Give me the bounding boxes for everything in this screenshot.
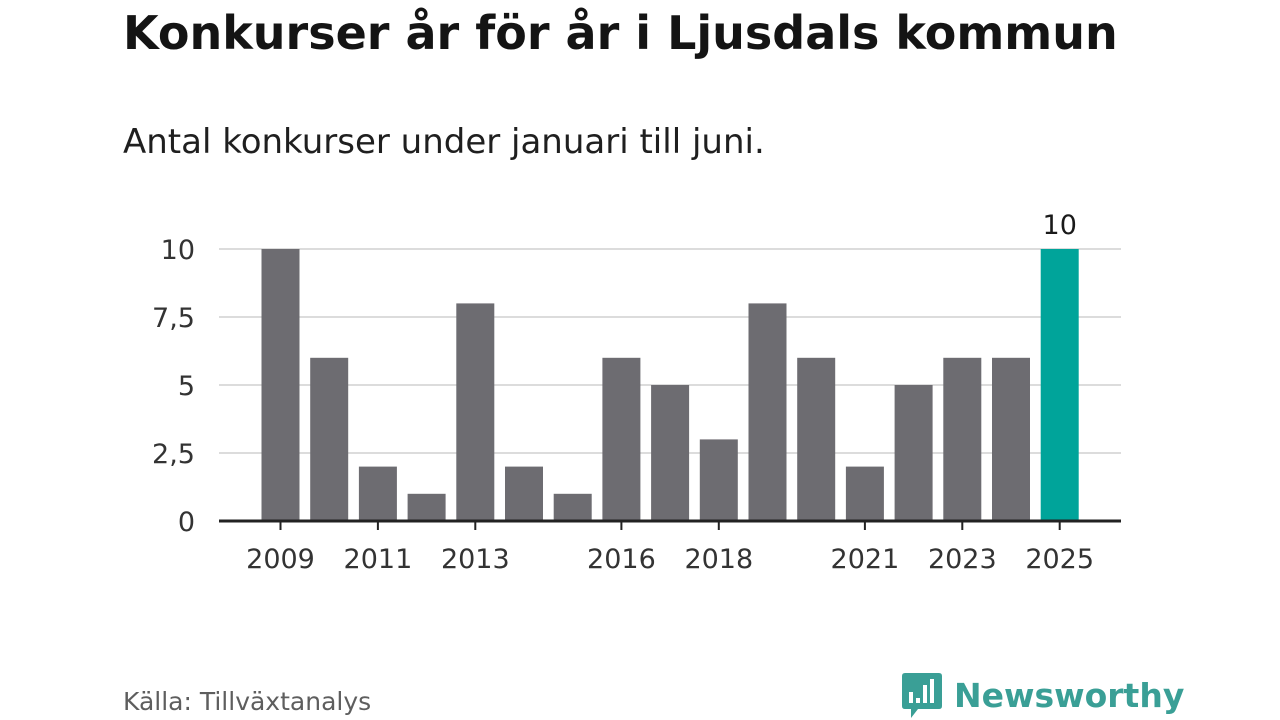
x-tick-label: 2013	[441, 544, 510, 575]
bar-2016	[602, 357, 641, 521]
y-tick-label: 2,5	[152, 439, 195, 470]
bar-2013	[456, 303, 495, 521]
y-tick-label: 5	[178, 371, 195, 402]
bar-chart: 02,557,510 2009 2011 2013 2016 2018 2021 2023 2…	[152, 210, 1121, 575]
bar-2012	[407, 493, 446, 521]
chart-title: Konkurser år för år i Ljusdals kommun	[123, 6, 1118, 60]
bars	[261, 249, 1079, 521]
bar-2024	[992, 357, 1030, 521]
bar-2018	[699, 439, 738, 521]
y-tick-label: 0	[178, 507, 195, 538]
x-axis	[219, 519, 1121, 530]
x-tick-label: 2011	[344, 544, 413, 575]
bar-2015	[553, 493, 592, 521]
bar-2021	[845, 466, 884, 521]
brand-logo: Newsworthy	[902, 670, 1184, 720]
y-tick-label: 10	[161, 235, 195, 266]
data-label: 10	[1043, 210, 1077, 241]
newsworthy-chart-icon	[902, 673, 942, 718]
bar-2025	[1040, 249, 1079, 521]
x-axis-labels: 2009 2011 2013 2016 2018 2021 2023 2025	[246, 544, 1094, 575]
x-tick-label: 2021	[831, 544, 900, 575]
bar-2023	[943, 357, 982, 521]
x-tick-label: 2018	[684, 544, 753, 575]
bar-2020	[797, 357, 836, 521]
y-axis-labels: 0 2,5 5 7,5 10	[152, 235, 195, 538]
data-labels: 10	[1043, 210, 1077, 241]
bar-2014	[505, 466, 543, 521]
y-tick-label: 7,5	[152, 303, 195, 334]
bar-2017	[651, 385, 690, 521]
x-tick-label: 2009	[246, 544, 315, 575]
x-tick-label: 2025	[1025, 544, 1094, 575]
source-note: Källa: Tillväxtanalys	[123, 687, 372, 716]
chart-subtitle: Antal konkurser under januari till juni.	[123, 122, 765, 162]
brand-name: Newsworthy	[954, 675, 1185, 715]
x-tick-label: 2023	[928, 544, 997, 575]
bar-2009	[261, 249, 300, 521]
bar-2019	[748, 303, 787, 521]
bar-2010	[310, 357, 349, 521]
x-tick-label: 2016	[587, 544, 656, 575]
bar-2011	[358, 466, 397, 521]
bar-2022	[894, 385, 933, 521]
